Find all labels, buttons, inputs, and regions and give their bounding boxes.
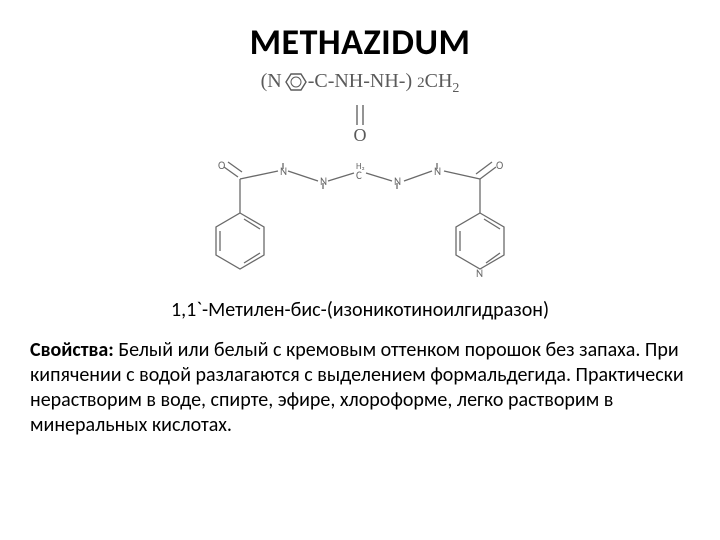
properties-paragraph: Свойства: Белый или белый с кремовым отт… — [30, 338, 690, 438]
structural-formula: O N N H₂ C N N O — [30, 161, 690, 296]
formula-coef: 2 — [417, 75, 425, 91]
slide-title: METHAZIDUM — [30, 20, 690, 64]
svg-text:O: O — [218, 161, 225, 172]
pyridine-ring-icon — [282, 71, 308, 93]
carbonyl-o: O — [354, 125, 367, 145]
condensed-formula: (N -C-NH-NH-) 2CH2 — [30, 70, 690, 97]
svg-text:C: C — [356, 169, 362, 182]
properties-text: Белый или белый с кремовым оттенком поро… — [30, 338, 684, 437]
formula-rsub: 2 — [452, 81, 459, 96]
formula-mid: -C-NH-NH-) — [308, 70, 412, 92]
properties-label: Свойства: — [30, 338, 114, 362]
formula-right: CH — [425, 70, 453, 92]
formula-carbonyl: O — [30, 103, 690, 157]
formula-left: (N — [261, 70, 282, 92]
iupac-name: 1,1`-Метилен-бис-(изоникотиноилгидразон) — [30, 298, 690, 322]
svg-text:N: N — [476, 267, 483, 280]
svg-text:O: O — [496, 161, 503, 172]
